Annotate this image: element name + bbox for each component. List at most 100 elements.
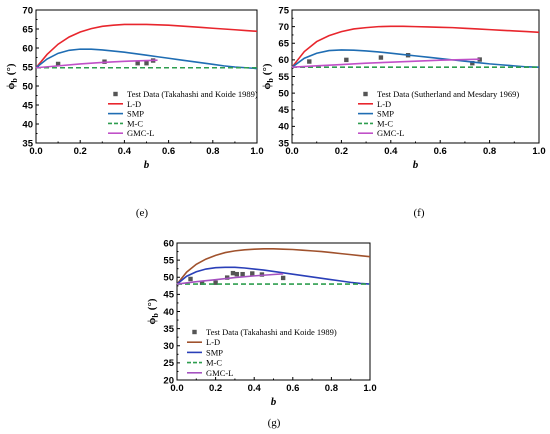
data-point: [259, 272, 265, 277]
legend-marker: [363, 91, 368, 97]
legend-entry: M-C: [377, 118, 393, 128]
data-point: [234, 271, 240, 277]
x-tick-label: 0.0: [29, 146, 42, 157]
y-tick-label: 45: [278, 105, 289, 116]
x-tick-label: 0.4: [248, 383, 262, 394]
series-gmc-l-line: [176, 273, 284, 285]
legend-entry: Test Data (Takahashi and Koide 1989): [206, 327, 337, 337]
y-tick-label: 55: [163, 255, 174, 266]
data-point: [307, 59, 312, 64]
y-axis-symbol: ϕ: [261, 83, 273, 90]
data-point: [224, 275, 230, 280]
y-tick-label: 55: [278, 72, 289, 83]
y-axis-subscript: b: [266, 78, 275, 83]
plot-frame: [35, 9, 258, 144]
y-axis-symbol: ϕ: [146, 318, 158, 325]
data-point: [470, 61, 475, 66]
legend-entry: SMP: [377, 109, 394, 119]
x-tick-label: 0.8: [483, 146, 496, 157]
data-point: [230, 270, 236, 276]
chart-panel-2: 0.0 0.2 0.4 0.6 0.8 1.0202530354045505560bϕb(…: [146, 238, 377, 429]
legend-entry: SMP: [127, 109, 144, 119]
panel-label: (g): [268, 417, 281, 429]
y-tick-label: 65: [278, 39, 289, 50]
y-tick-label: 30: [163, 341, 174, 352]
x-tick-label: 1.0: [532, 146, 545, 157]
x-tick-label: 0.8: [325, 383, 338, 394]
y-axis-label: ϕb (°): [146, 298, 160, 324]
chart-panel-1: 0.0 0.2 0.4 0.6 0.8 1.0354045505560657075bϕb(…: [261, 5, 546, 219]
y-axis-unit: (°): [146, 298, 158, 310]
series-l-d-line: [291, 25, 540, 68]
y-tick-label: 35: [278, 138, 289, 149]
data-point: [144, 61, 149, 66]
data-point: [344, 57, 349, 63]
y-tick-label: 40: [163, 307, 174, 318]
y-tick-label: 40: [22, 119, 33, 130]
data-point: [199, 280, 205, 285]
x-axis-label: b: [271, 396, 277, 408]
data-point: [188, 276, 193, 282]
x-tick-label: 0.2: [74, 146, 87, 157]
series-smp-line: [291, 49, 540, 68]
x-tick-label: 0.2: [335, 146, 348, 157]
y-tick-label: 60: [278, 55, 289, 66]
legend-marker: [192, 329, 197, 335]
chart-panel-0: 0.0 0.2 0.4 0.6 0.8 1.03540455055606570bϕb(°)…: [5, 5, 264, 219]
y-tick-label: 35: [22, 138, 33, 149]
x-axis-label: b: [144, 159, 150, 171]
x-tick-label: 0.4: [384, 146, 398, 157]
x-tick-label: 0.0: [285, 146, 298, 157]
x-tick-label: 0.4: [118, 146, 132, 157]
data-point: [378, 55, 384, 60]
series-smp-line: [176, 266, 371, 285]
legend-entry: Test Data (Takahashi and Koide 1989): [127, 89, 258, 99]
y-tick-label: 35: [163, 324, 174, 335]
x-tick-label: 0.0: [170, 383, 183, 394]
panel-label: (e): [136, 207, 149, 219]
panel-label: (f): [414, 207, 425, 219]
y-axis-symbol: ϕ: [5, 83, 17, 90]
legend-entry: M-C: [127, 118, 143, 128]
y-tick-label: 50: [22, 81, 33, 92]
data-point: [55, 61, 61, 67]
legend-entry: GMC-L: [127, 128, 154, 138]
x-axis-label: b: [413, 159, 419, 171]
x-tick-label: 1.0: [363, 383, 376, 394]
y-tick-label: 45: [163, 290, 174, 301]
series-l-d-line: [35, 23, 258, 69]
legend-entry: SMP: [206, 347, 223, 357]
y-axis-subscript: b: [10, 78, 19, 83]
y-tick-label: 65: [22, 24, 33, 35]
y-tick-label: 55: [22, 62, 33, 73]
y-axis-subscript: b: [151, 313, 160, 318]
y-tick-label: 45: [22, 100, 33, 111]
data-point: [240, 271, 245, 277]
y-axis-label: ϕb (°): [5, 63, 19, 89]
legend-entry: L-D: [377, 99, 391, 109]
y-tick-label: 50: [278, 88, 289, 99]
series-gmc-l-line: [291, 58, 480, 68]
x-tick-label: 0.6: [162, 146, 175, 157]
x-tick-label: 0.6: [434, 146, 447, 157]
y-axis-unit: (°): [261, 63, 273, 75]
x-tick-label: 0.2: [209, 383, 222, 394]
legend-entry: M-C: [206, 358, 222, 368]
legend-marker: [113, 91, 118, 97]
y-axis-label: ϕb (°): [261, 63, 275, 89]
x-tick-label: 0.8: [206, 146, 219, 157]
legend-entry: GMC-L: [206, 368, 233, 378]
data-point: [213, 280, 218, 285]
series-smp-line: [35, 48, 258, 70]
y-tick-label: 25: [163, 358, 174, 369]
y-axis-unit: (°): [5, 63, 17, 75]
y-tick-label: 70: [278, 22, 289, 33]
legend-entry: GMC-L: [377, 128, 404, 138]
y-tick-label: 60: [22, 43, 33, 54]
y-tick-label: 20: [163, 375, 174, 386]
y-tick-label: 60: [163, 238, 174, 249]
data-point: [135, 61, 140, 66]
legend-entry: L-D: [206, 337, 220, 347]
series-l-d-line: [176, 248, 371, 285]
